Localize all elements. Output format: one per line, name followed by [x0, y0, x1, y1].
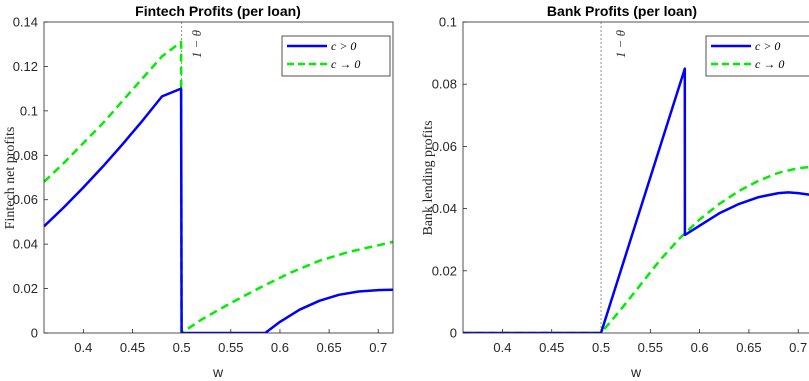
legend-label: c > 0 — [331, 39, 356, 53]
y-ticks: 0 0.02 0.04 0.06 0.08 0.1 0.12 0.14 — [13, 15, 48, 341]
x-ticks: 0.4 0.45 0.5 0.55 0.6 0.65 0.7 — [74, 329, 387, 355]
x-ticks: 0.4 0.45 0.5 0.55 0.6 0.65 0.7 — [493, 329, 807, 355]
x-tick-label: 0.65 — [316, 340, 341, 355]
y-tick-label: 0.02 — [13, 281, 38, 296]
y-ticks: 0 0.02 0.04 0.06 0.08 0.1 — [432, 15, 467, 341]
y-tick-label: 0.06 — [432, 139, 457, 154]
x-tick-label: 0.4 — [74, 340, 92, 355]
x-tick-label: 0.5 — [592, 340, 610, 355]
y-tick-label: 0.14 — [13, 15, 38, 30]
legend: c > 0 c → 0 — [281, 35, 391, 77]
fintech-profits-panel: Fintech Profits (per loan) 0 0.02 0.04 0.06… — [3, 3, 394, 380]
x-tick-label: 0.65 — [736, 340, 761, 355]
series-line-c-gt-0 — [463, 67, 809, 333]
y-tick-label: 0.1 — [20, 103, 38, 118]
y-tick-label: 0.08 — [432, 77, 457, 92]
x-tick-label: 0.7 — [369, 340, 387, 355]
x-axis-label: w — [212, 364, 224, 380]
y-tick-label: 0.06 — [13, 192, 38, 207]
y-tick-label: 0.08 — [13, 148, 38, 163]
x-tick-label: 0.55 — [218, 340, 243, 355]
legend-box — [705, 35, 809, 77]
y-tick-label: 0 — [450, 326, 457, 341]
y-tick-label: 0 — [31, 326, 38, 341]
plot-area — [462, 21, 809, 334]
series-line-c-to-0 — [463, 165, 809, 333]
plot-area — [43, 21, 394, 334]
chart-title: Fintech Profits (per loan) — [135, 3, 301, 19]
x-tick-label: 0.7 — [789, 340, 807, 355]
x-tick-label: 0.45 — [539, 340, 564, 355]
y-tick-label: 0.04 — [13, 237, 38, 252]
x-tick-label: 0.6 — [691, 340, 709, 355]
y-tick-label: 0.1 — [439, 15, 457, 30]
legend: c > 0 c → 0 — [705, 35, 809, 77]
y-tick-label: 0.02 — [432, 263, 457, 278]
bank-profits-panel: Bank Profits (per loan) 0 0.02 0.04 0.06 0.0… — [421, 3, 809, 380]
y-tick-label: 0.04 — [432, 201, 457, 216]
legend-label: c → 0 — [331, 57, 360, 71]
chart-title: Bank Profits (per loan) — [547, 3, 697, 19]
threshold-annotation: 1 − θ — [189, 29, 204, 58]
x-tick-label: 0.55 — [638, 340, 663, 355]
y-axis-label: Fintech net profits — [3, 127, 18, 230]
x-tick-label: 0.6 — [271, 340, 289, 355]
y-axis-label: Bank lending profits — [421, 120, 436, 235]
series-line-c-gt-0 — [44, 87, 393, 333]
legend-box — [281, 35, 391, 77]
legend-label: c > 0 — [755, 39, 780, 53]
legend-label: c → 0 — [755, 57, 784, 71]
x-tick-label: 0.4 — [493, 340, 511, 355]
x-tick-label: 0.45 — [120, 340, 145, 355]
y-tick-label: 0.12 — [13, 59, 38, 74]
x-tick-label: 0.5 — [173, 340, 191, 355]
x-axis-label: w — [630, 364, 642, 380]
threshold-annotation: 1 − θ — [613, 29, 628, 58]
series-line-c-to-0 — [44, 40, 393, 333]
